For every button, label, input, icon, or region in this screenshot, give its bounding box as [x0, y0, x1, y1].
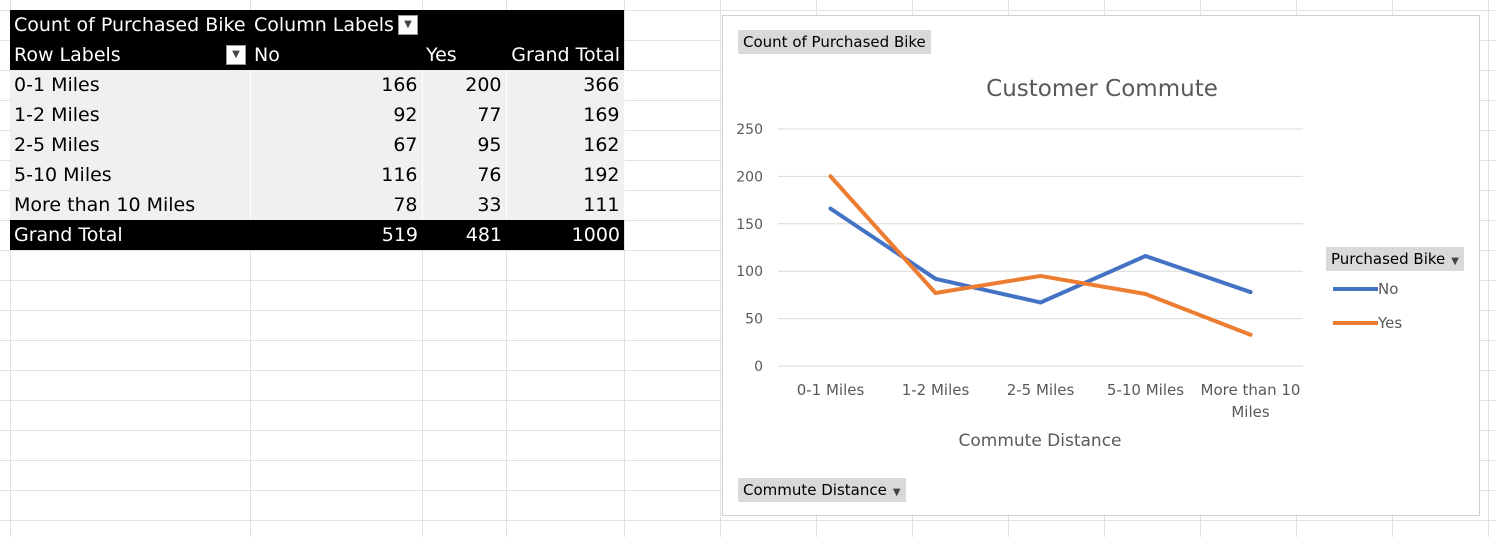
table-row[interactable]: 5-10 Miles 116 76 192: [10, 160, 625, 190]
table-row[interactable]: 0-1 Miles 166 200 366: [10, 70, 625, 100]
total-no[interactable]: 519: [250, 220, 422, 250]
axis-field-label: Commute Distance: [743, 481, 887, 499]
column-header-grand-total[interactable]: Grand Total: [506, 40, 624, 70]
total-yes[interactable]: 481: [422, 220, 506, 250]
axis-field-dropdown-icon[interactable]: ▼: [892, 487, 901, 498]
cell-grand-total[interactable]: 169: [506, 100, 625, 130]
value-field-label: Count of Purchased Bike: [743, 33, 926, 51]
row-labels-label: Row Labels: [14, 44, 121, 66]
y-tick-label: 150: [736, 217, 763, 233]
legend-field-dropdown-icon[interactable]: ▼: [1451, 256, 1459, 267]
cell-grand-total[interactable]: 366: [506, 70, 625, 100]
grand-total-row[interactable]: Grand Total 519 481 1000: [10, 220, 624, 250]
series-line-no[interactable]: [828, 206, 1253, 305]
y-tick-label: 100: [736, 264, 763, 280]
data-point-yes[interactable]: [1038, 273, 1043, 278]
data-point-no[interactable]: [1143, 254, 1148, 259]
cell-yes[interactable]: 76: [422, 160, 507, 190]
data-point-yes[interactable]: [1143, 291, 1148, 296]
column-header-yes[interactable]: Yes: [422, 40, 506, 70]
series-line-yes[interactable]: [828, 174, 1253, 337]
y-tick-label: 0: [754, 359, 763, 375]
value-field-button[interactable]: Count of Purchased Bike: [738, 30, 931, 54]
cell-no[interactable]: 116: [250, 160, 423, 190]
column-labels-dropdown-icon[interactable]: ▼: [398, 15, 418, 35]
table-row[interactable]: 2-5 Miles 67 95 162: [10, 130, 625, 160]
pivot-table[interactable]: Count of Purchased Bike Column Labels ▼ …: [10, 10, 625, 250]
cell-no[interactable]: 67: [250, 130, 423, 160]
x-tick-label: Miles: [1231, 403, 1270, 421]
data-point-yes[interactable]: [1248, 332, 1253, 337]
row-label[interactable]: 0-1 Miles: [10, 70, 251, 100]
row-labels-dropdown-icon[interactable]: ▼: [226, 45, 246, 65]
data-point-no[interactable]: [828, 206, 833, 211]
y-tick-label: 200: [736, 169, 763, 185]
cell-no[interactable]: 166: [250, 70, 423, 100]
pivot-header-row-2: Row Labels ▼ No Yes Grand Total: [10, 40, 624, 70]
column-labels-filter[interactable]: Column Labels ▼: [250, 10, 422, 40]
data-point-no[interactable]: [1038, 300, 1043, 305]
row-label[interactable]: 5-10 Miles: [10, 160, 251, 190]
cell-no[interactable]: 92: [250, 100, 423, 130]
cell-grand-total[interactable]: 111: [506, 190, 625, 220]
cell-yes[interactable]: 33: [422, 190, 507, 220]
cell-no[interactable]: 78: [250, 190, 423, 220]
table-row[interactable]: More than 10 Miles 78 33 111: [10, 190, 625, 220]
x-tick-label: More than 10: [1201, 381, 1301, 399]
pivot-value-field-label[interactable]: Count of Purchased Bike: [10, 10, 250, 40]
axis-field-button[interactable]: Commute Distance ▼: [738, 478, 906, 502]
legend-label-yes: Yes: [1377, 314, 1402, 332]
cell-grand-total[interactable]: 162: [506, 130, 625, 160]
row-label[interactable]: 2-5 Miles: [10, 130, 251, 160]
data-point-yes[interactable]: [933, 291, 938, 296]
legend-label-no: No: [1378, 280, 1398, 298]
table-row[interactable]: 1-2 Miles 92 77 169: [10, 100, 625, 130]
column-labels-label: Column Labels: [254, 14, 394, 36]
cell-yes[interactable]: 200: [422, 70, 507, 100]
cell-yes[interactable]: 77: [422, 100, 507, 130]
column-header-no[interactable]: No: [250, 40, 422, 70]
y-tick-label: 50: [745, 312, 763, 328]
y-tick-label: 250: [736, 122, 763, 138]
data-point-no[interactable]: [933, 276, 938, 281]
x-tick-label: 0-1 Miles: [797, 381, 865, 399]
row-labels-filter[interactable]: Row Labels ▼: [10, 40, 250, 70]
cell-yes[interactable]: 95: [422, 130, 507, 160]
pivot-chart[interactable]: Count of Purchased Bike Purchased Bike ▼ …: [722, 15, 1480, 516]
x-tick-label: 5-10 Miles: [1107, 381, 1184, 399]
grand-total-label[interactable]: Grand Total: [10, 220, 250, 250]
pivot-header-row-1: Count of Purchased Bike Column Labels ▼: [10, 10, 624, 40]
row-label[interactable]: 1-2 Miles: [10, 100, 251, 130]
x-tick-label: 1-2 Miles: [902, 381, 970, 399]
chart-title: Customer Commute: [986, 76, 1218, 102]
legend-field-button[interactable]: Purchased Bike ▼: [1326, 247, 1464, 271]
total-grand-total[interactable]: 1000: [506, 220, 624, 250]
legend-field-label: Purchased Bike: [1331, 250, 1446, 268]
cell-grand-total[interactable]: 192: [506, 160, 625, 190]
chart-plot[interactable]: Customer Commute 0 50 100 150 200 250 0-1 Miles…: [723, 16, 1479, 515]
x-axis-title: Commute Distance: [958, 431, 1121, 451]
data-point-yes[interactable]: [828, 174, 833, 179]
row-label[interactable]: More than 10 Miles: [10, 190, 251, 220]
data-point-no[interactable]: [1248, 290, 1253, 295]
x-tick-label: 2-5 Miles: [1007, 381, 1075, 399]
